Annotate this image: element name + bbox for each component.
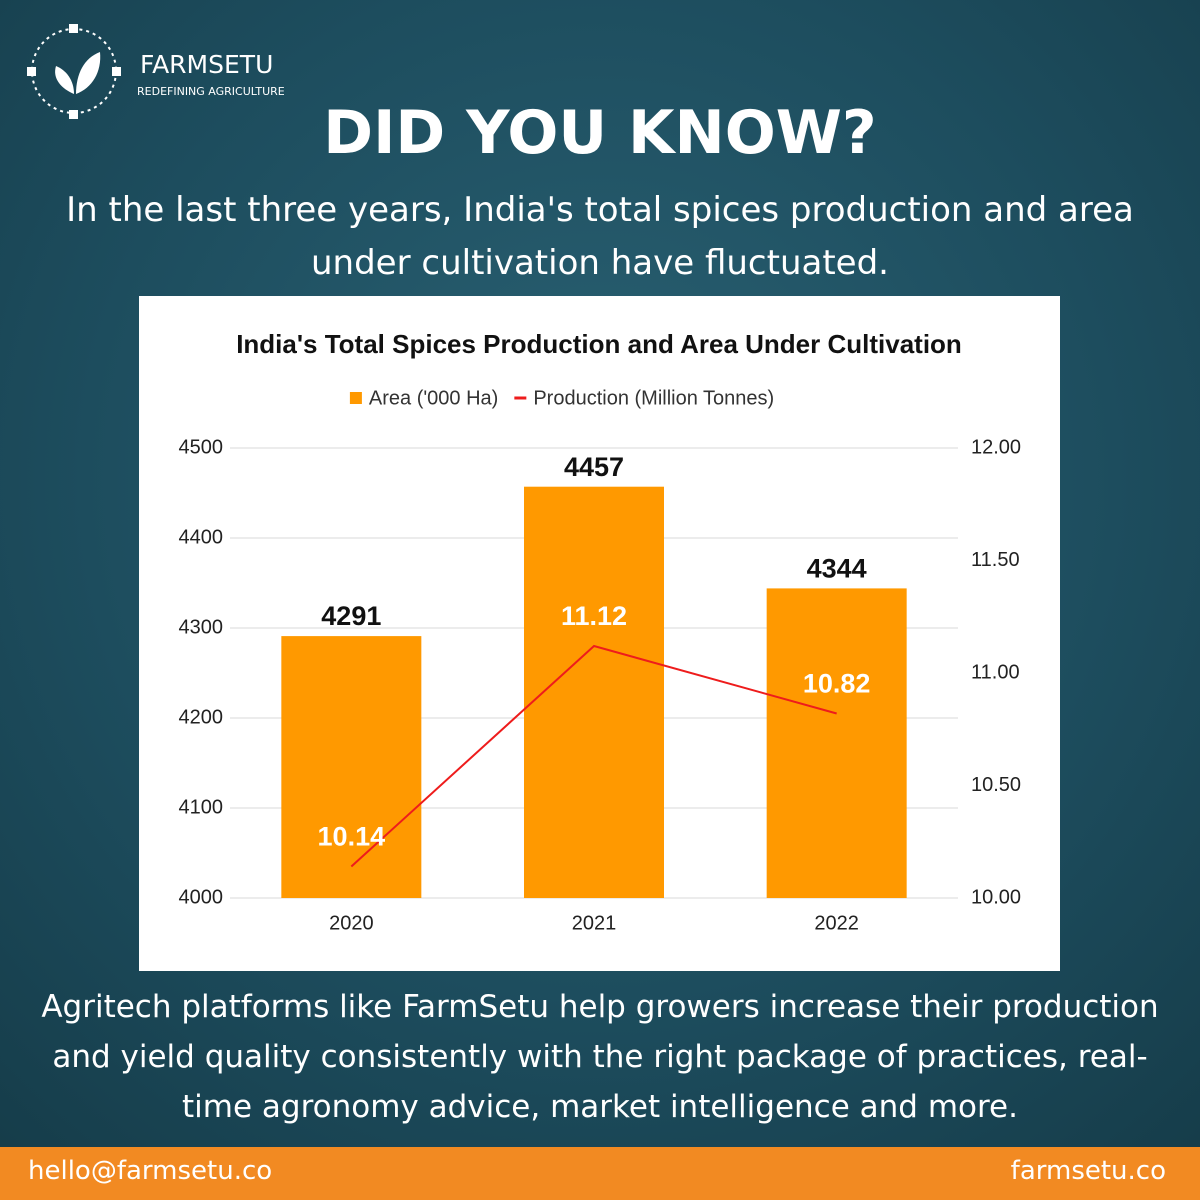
legend-swatch: [349, 392, 362, 404]
x-tick-label: 2021: [572, 912, 617, 934]
y2-tick-label: 11.50: [971, 549, 1020, 571]
bar: [524, 486, 664, 898]
line-value-label: 10.14: [318, 822, 386, 852]
intro: In the last three years, India's total s…: [66, 190, 1134, 283]
y2-tick-label: 10.00: [971, 886, 1021, 908]
y-tick-label: 4200: [179, 706, 224, 728]
chart-title: India's Total Spices Production and Area…: [236, 329, 962, 359]
y-tick-label: 4400: [179, 526, 224, 548]
y2-tick-label: 12.00: [971, 436, 1021, 458]
legend-label: Production (Million Tonnes): [533, 387, 774, 409]
brand-name: FARMSETU: [140, 50, 274, 79]
y2-tick-label: 10.50: [971, 774, 1021, 796]
x-tick-label: 2022: [814, 912, 859, 934]
brand-tagline: REDEFINING AGRICULTURE: [137, 85, 285, 98]
bar-value-label: 4457: [564, 452, 624, 482]
bar-value-label: 4344: [807, 554, 867, 584]
footer-website[interactable]: farmsetu.co: [1010, 1156, 1166, 1186]
bar: [281, 636, 422, 898]
body-text: Agritech platforms like FarmSetu help gr…: [41, 989, 1159, 1125]
y-tick-label: 4000: [179, 886, 224, 908]
footer-email[interactable]: hello@farmsetu.co: [28, 1156, 273, 1186]
x-tick-label: 2020: [329, 912, 374, 934]
footer-bar: [0, 1147, 1200, 1200]
legend-label: Area ('000 Ha): [369, 387, 498, 409]
y-tick-label: 4100: [179, 796, 224, 818]
line-value-label: 11.12: [561, 601, 627, 631]
chart: India's Total Spices Production and Area…: [139, 296, 1060, 971]
bar: [766, 588, 907, 898]
y-tick-label: 4500: [179, 436, 224, 458]
y2-tick-label: 11.00: [971, 661, 1020, 683]
y-tick-label: 4300: [179, 616, 224, 638]
logo: [27, 24, 121, 119]
line: [350, 644, 837, 868]
line-value-label: 10.82: [803, 669, 871, 699]
bar-value-label: 4291: [321, 601, 381, 631]
heading: DID YOU KNOW?: [323, 98, 877, 168]
